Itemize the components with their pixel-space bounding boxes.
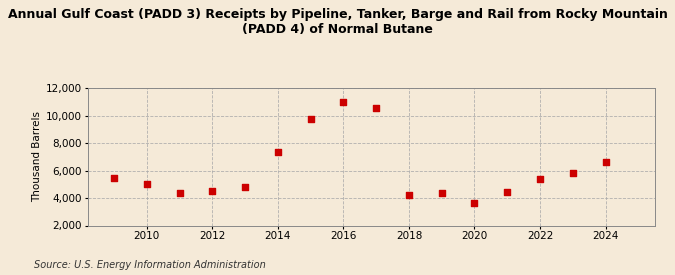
Point <box>141 182 152 186</box>
Point <box>502 190 513 194</box>
Point <box>404 193 414 197</box>
Point <box>371 106 381 110</box>
Point <box>338 100 349 104</box>
Text: Source: U.S. Energy Information Administration: Source: U.S. Energy Information Administ… <box>34 260 265 270</box>
Point <box>535 177 545 182</box>
Point <box>109 176 119 180</box>
Point <box>568 171 578 175</box>
Point <box>174 190 185 195</box>
Point <box>436 191 447 195</box>
Point <box>207 189 218 193</box>
Point <box>305 117 316 121</box>
Point <box>273 150 284 154</box>
Point <box>240 185 250 189</box>
Y-axis label: Thousand Barrels: Thousand Barrels <box>32 111 42 202</box>
Point <box>600 160 611 164</box>
Text: Annual Gulf Coast (PADD 3) Receipts by Pipeline, Tanker, Barge and Rail from Roc: Annual Gulf Coast (PADD 3) Receipts by P… <box>7 8 668 36</box>
Point <box>469 201 480 205</box>
